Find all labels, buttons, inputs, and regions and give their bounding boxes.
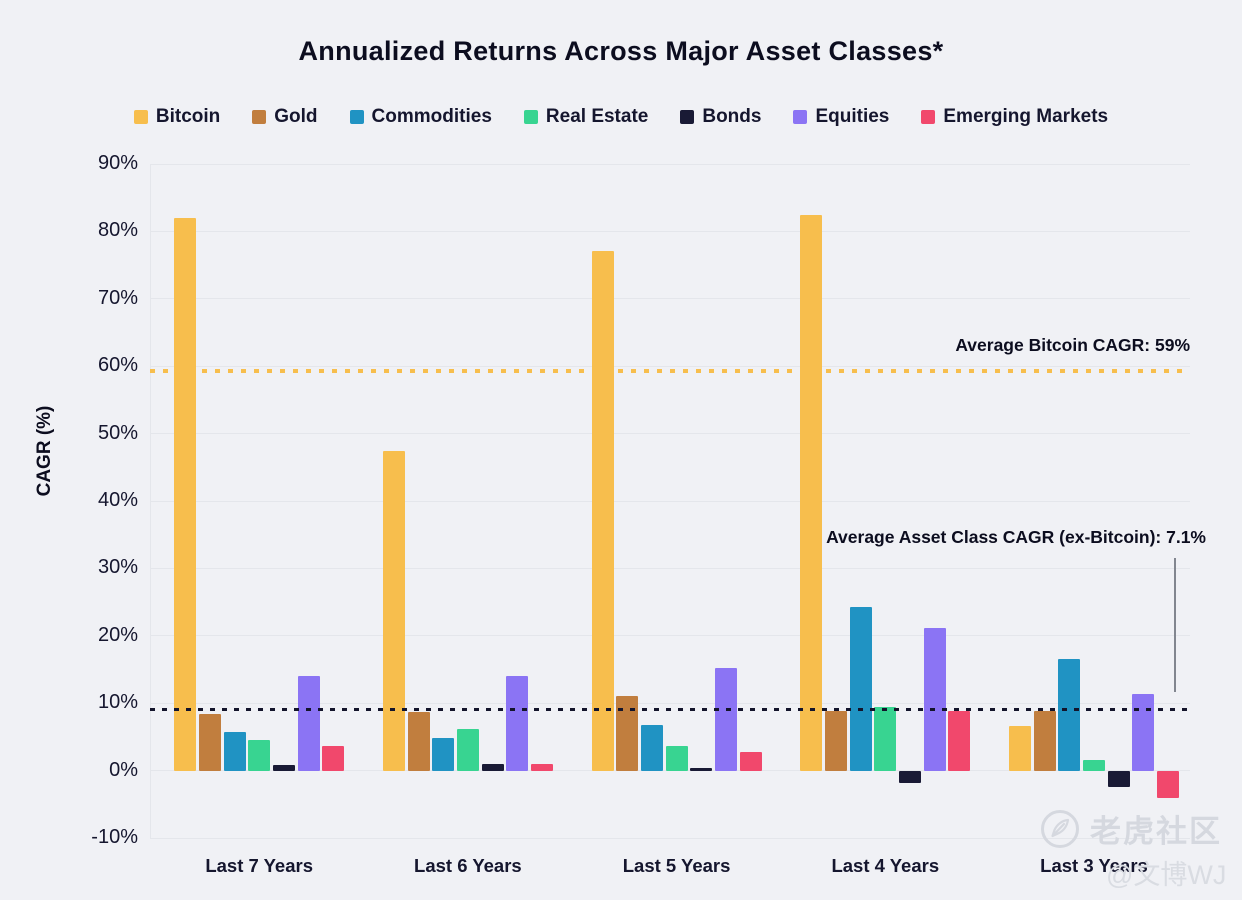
legend-label-emerging-markets: Emerging Markets	[943, 106, 1109, 127]
gridline-60	[150, 365, 1190, 367]
bar-real-estate-last-4-years	[874, 706, 897, 771]
bar-equities-last-4-years	[923, 627, 946, 771]
bar-equities-last-3-years	[1132, 693, 1155, 771]
legend-swatch-equities	[793, 110, 808, 124]
legend-swatch-emerging-markets	[921, 110, 936, 124]
y-tick-label-20: 20%	[97, 623, 138, 646]
gridline-20	[150, 635, 1190, 637]
legend-swatch-gold	[252, 110, 267, 124]
gridline-50	[150, 433, 1190, 435]
bar-commodities-last-4-years	[849, 607, 872, 771]
legend-item-bonds: Bonds	[680, 106, 761, 128]
bar-bitcoin-last-3-years	[1008, 726, 1031, 771]
bitcoin-average-line	[150, 368, 1190, 373]
asset-average-line	[150, 707, 1190, 712]
y-tick-label-0: 0%	[109, 758, 138, 781]
y-tick-label-90: 90%	[97, 152, 138, 174]
x-category-label-last-7-years: Last 7 Years	[205, 855, 314, 876]
y-tick-label-60: 60%	[97, 354, 138, 377]
bar-bitcoin-last-5-years	[591, 250, 614, 771]
bar-real-estate-last-5-years	[665, 746, 688, 771]
bar-bitcoin-last-6-years	[382, 451, 405, 771]
legend-item-real-estate: Real Estate	[523, 106, 649, 128]
gridline--10	[150, 837, 1190, 839]
bar-gold-last-3-years	[1033, 711, 1056, 771]
bar-commodities-last-5-years	[640, 724, 663, 771]
y-axis-spine	[150, 164, 151, 838]
legend-label-commodities: Commodities	[371, 106, 492, 127]
legend-label-gold: Gold	[274, 106, 318, 127]
bar-commodities-last-6-years	[432, 738, 455, 771]
legend-item-commodities: Commodities	[349, 106, 492, 128]
legend-item-bitcoin: Bitcoin	[133, 106, 221, 128]
y-tick-label--10: -10%	[91, 826, 138, 848]
bar-emerging-markets-last-4-years	[948, 710, 971, 771]
x-category-label-last-4-years: Last 4 Years	[831, 855, 940, 876]
asset-average-annotation: Average Asset Class CAGR (ex-Bitcoin): 7…	[826, 527, 1206, 547]
gridline-10	[150, 702, 1190, 704]
legend: Bitcoin Gold Commodities Real Estate Bonds Eq…	[0, 106, 1242, 128]
bar-bonds-last-6-years	[481, 763, 504, 771]
legend-label-equities: Equities	[815, 106, 890, 127]
bar-bonds-last-3-years	[1107, 770, 1130, 788]
annotation-pointer-line	[1174, 558, 1176, 692]
bar-gold-last-6-years	[407, 711, 430, 771]
gridline-30	[150, 567, 1190, 569]
legend-swatch-bonds	[680, 110, 695, 124]
feather-quill-icon	[1040, 809, 1080, 849]
y-tick-label-80: 80%	[97, 219, 138, 242]
bar-commodities-last-3-years	[1058, 659, 1081, 771]
bar-gold-last-7-years	[198, 713, 221, 771]
watermark: 老虎社区 @文博WJ	[1040, 806, 1230, 892]
x-category-label-last-6-years: Last 6 Years	[414, 855, 522, 876]
bar-bonds-last-5-years	[690, 767, 713, 771]
chart-title: Annualized Returns Across Major Asset Cl…	[298, 36, 944, 66]
gridline-40	[150, 500, 1190, 502]
bar-real-estate-last-7-years	[248, 740, 271, 771]
bar-gold-last-4-years	[824, 711, 847, 771]
bar-equities-last-7-years	[297, 676, 320, 771]
legend-swatch-real-estate	[523, 110, 538, 124]
gridline-0	[150, 770, 1190, 772]
bar-emerging-markets-last-3-years	[1157, 770, 1180, 798]
legend-label-real-estate: Real Estate	[545, 106, 649, 127]
bar-equities-last-5-years	[715, 668, 737, 771]
y-tick-label-30: 30%	[97, 556, 138, 579]
legend-item-gold: Gold	[252, 106, 318, 128]
bar-emerging-markets-last-6-years	[531, 763, 553, 771]
gridline-70	[150, 298, 1190, 300]
y-tick-label-40: 40%	[97, 489, 138, 511]
y-tick-label-70: 70%	[97, 286, 138, 309]
legend-label-bonds: Bonds	[702, 106, 762, 127]
legend-item-emerging-markets: Emerging Markets	[921, 106, 1108, 128]
bar-bitcoin-last-4-years	[800, 215, 823, 771]
legend-item-equities: Equities	[793, 106, 889, 128]
bar-equities-last-6-years	[506, 676, 529, 771]
legend-swatch-bitcoin	[133, 110, 148, 124]
bar-gold-last-5-years	[616, 695, 639, 771]
legend-label-bitcoin: Bitcoin	[155, 106, 221, 127]
bar-bonds-last-4-years	[899, 770, 921, 783]
watermark-brand: 老虎社区	[1090, 814, 1222, 849]
y-axis-title: CAGR (%)	[34, 405, 55, 497]
bar-bonds-last-7-years	[272, 764, 295, 771]
bitcoin-average-annotation: Average Bitcoin CAGR: 59%	[955, 335, 1190, 355]
bar-emerging-markets-last-7-years	[322, 745, 345, 771]
y-tick-label-10: 10%	[97, 691, 138, 714]
bar-commodities-last-7-years	[223, 731, 246, 771]
gridline-80	[150, 230, 1190, 232]
legend-swatch-commodities	[349, 110, 364, 124]
bar-bitcoin-last-7-years	[174, 217, 197, 771]
y-tick-label-50: 50%	[97, 421, 138, 444]
bar-real-estate-last-6-years	[456, 728, 479, 771]
gridline-90	[150, 163, 1190, 165]
watermark-handle: @文博WJ	[1106, 860, 1227, 890]
bar-emerging-markets-last-5-years	[739, 751, 762, 771]
x-category-label-last-5-years: Last 5 Years	[622, 855, 731, 876]
bar-real-estate-last-3-years	[1083, 759, 1105, 771]
x-category-label-last-3-years: Last 3 Years	[1040, 855, 1148, 876]
